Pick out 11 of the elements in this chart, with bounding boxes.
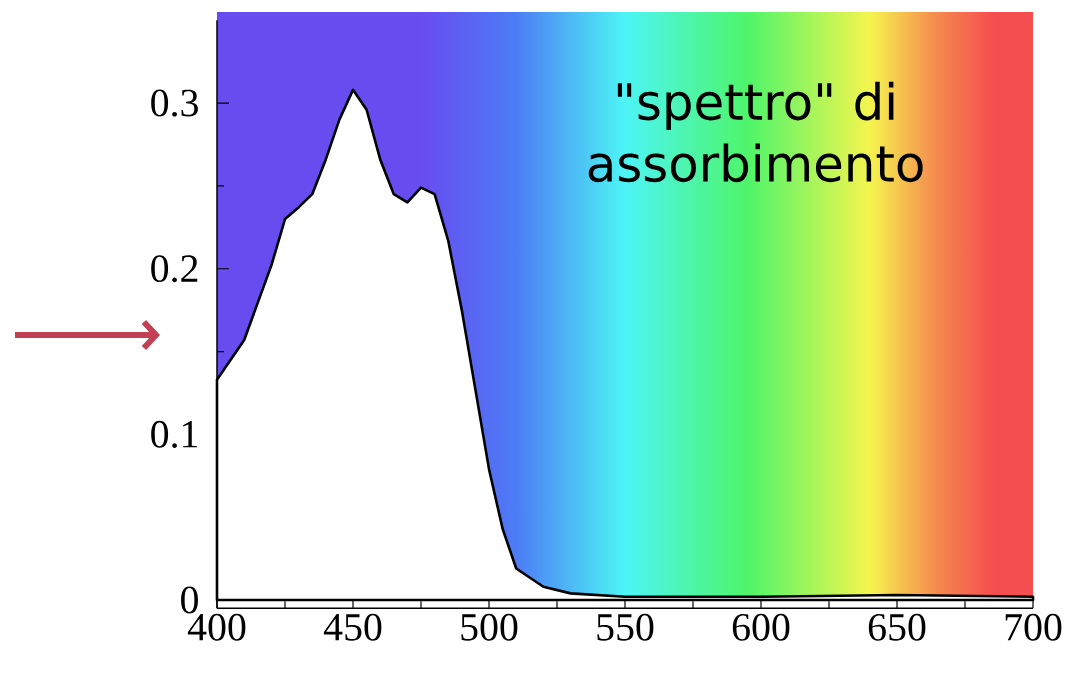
x-tick-label: 400 [187, 613, 246, 641]
x-tick-label: 550 [597, 613, 654, 641]
x-tick-label: 500 [461, 613, 518, 641]
y-tick-label: 0.2 [151, 255, 198, 283]
y-tick-label: 0 [181, 586, 198, 614]
y-tick-label: 0.3 [151, 89, 198, 117]
x-tick-label: 650 [868, 613, 926, 641]
x-tick-label: 450 [323, 613, 382, 641]
x-tick-label: 600 [732, 613, 790, 641]
x-tick-label: 700 [1005, 613, 1062, 641]
y-tick-label: 0.1 [151, 420, 198, 448]
